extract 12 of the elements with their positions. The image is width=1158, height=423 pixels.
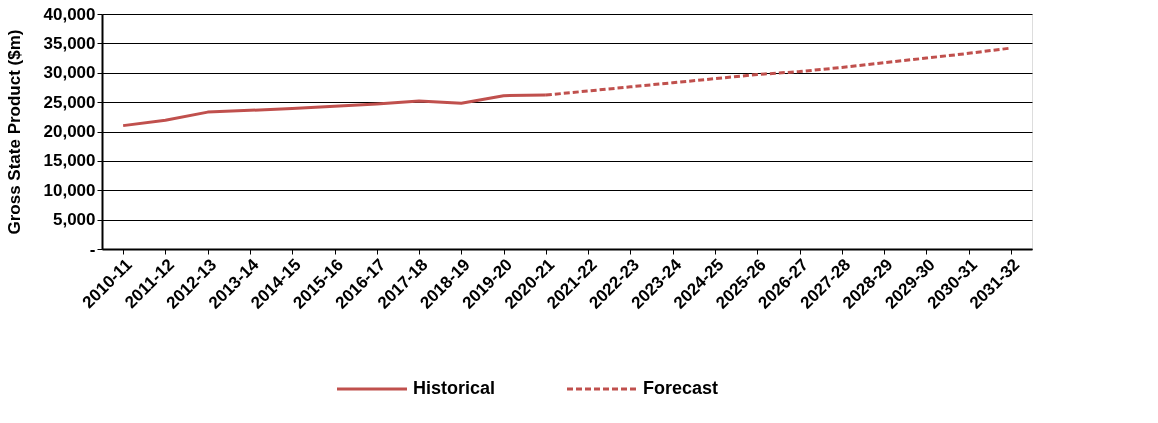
legend-label: Historical (413, 378, 496, 398)
y-tick-label: 30,000 (43, 63, 96, 83)
y-tick-label: - (89, 239, 96, 259)
y-tick-label: 10,000 (43, 180, 96, 200)
y-tick-label: 35,000 (43, 33, 96, 53)
legend-label: Forecast (643, 378, 719, 398)
y-axis-title: Gross State Product ($m) (4, 29, 24, 235)
y-tick-label: 25,000 (43, 92, 96, 112)
y-tick-label: 40,000 (43, 4, 96, 24)
y-tick-label: 5,000 (52, 210, 96, 230)
y-tick-label: 15,000 (43, 151, 96, 171)
y-tick-label: 20,000 (43, 122, 96, 141)
